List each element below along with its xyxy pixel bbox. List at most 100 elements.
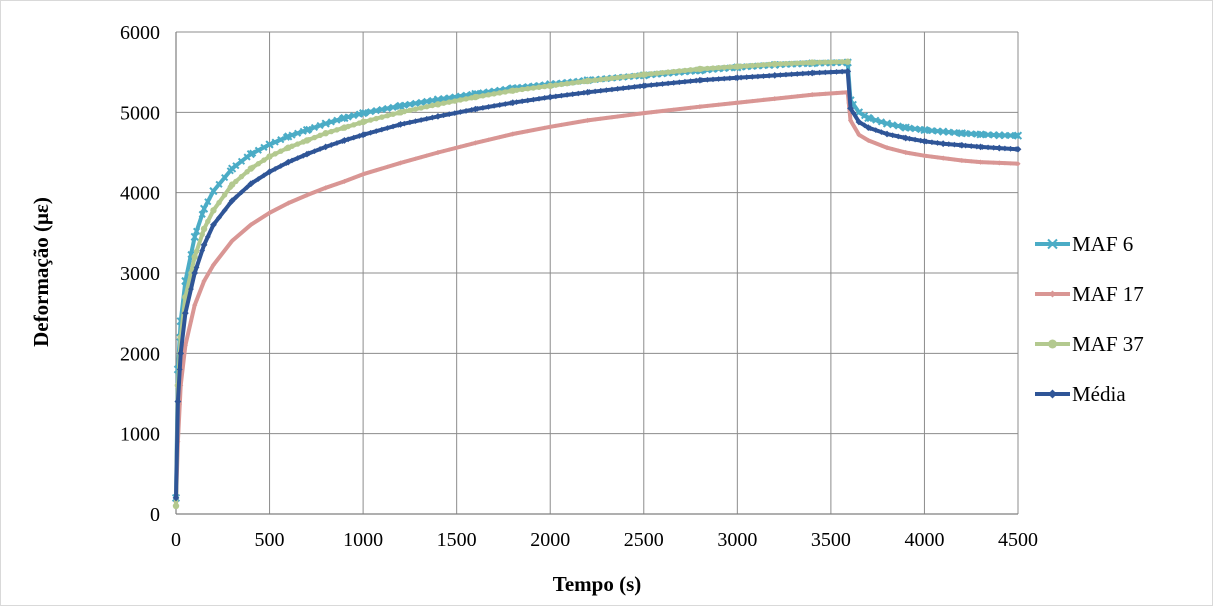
data-point <box>474 94 480 100</box>
data-point <box>682 78 688 85</box>
data-point <box>261 172 267 179</box>
data-point <box>301 194 306 199</box>
data-point <box>300 152 307 159</box>
data-point <box>221 207 228 214</box>
data-point <box>288 131 296 139</box>
data-point <box>990 144 997 151</box>
data-point <box>177 349 185 357</box>
data-point <box>366 108 375 116</box>
data-point <box>356 133 363 139</box>
data-point <box>828 59 834 65</box>
data-point <box>345 177 351 183</box>
data-point <box>1002 160 1008 166</box>
x-tick-label: 3000 <box>717 529 757 551</box>
data-point <box>210 221 217 228</box>
legend-marker <box>1048 339 1057 349</box>
data-point <box>294 141 301 147</box>
legend-item: MAF 6 <box>1035 232 1133 256</box>
data-point <box>559 122 564 128</box>
data-point <box>479 104 486 111</box>
data-point <box>799 70 806 77</box>
data-point <box>968 143 975 149</box>
data-point <box>984 131 992 139</box>
data-point <box>211 262 216 268</box>
data-point <box>805 59 812 66</box>
data-point <box>844 68 851 75</box>
data-point <box>294 155 301 162</box>
legend-item: Média <box>1035 382 1126 406</box>
data-point <box>626 112 632 118</box>
data-point <box>435 113 441 120</box>
data-point <box>677 106 682 112</box>
data-point <box>867 125 874 132</box>
data-point <box>390 111 396 117</box>
data-point <box>491 103 497 109</box>
data-point <box>581 118 587 124</box>
data-point <box>317 132 323 139</box>
data-point <box>261 157 267 163</box>
data-point <box>855 108 863 116</box>
data-point <box>361 109 369 117</box>
data-point <box>974 159 980 165</box>
data-point <box>310 123 319 132</box>
data-point <box>1012 131 1020 140</box>
data-point <box>249 149 257 157</box>
data-point <box>952 157 957 162</box>
data-point <box>906 135 913 142</box>
data-point <box>834 90 839 96</box>
data-point <box>289 143 295 149</box>
data-point <box>190 232 199 241</box>
data-point <box>727 101 733 106</box>
data-point <box>323 185 328 191</box>
x-tick-label: 0 <box>171 529 181 551</box>
data-point <box>811 59 817 66</box>
data-point <box>396 161 401 166</box>
data-point <box>395 102 403 110</box>
data-point <box>244 184 250 191</box>
data-point <box>615 114 620 119</box>
data-point <box>418 105 424 111</box>
data-point <box>267 210 272 215</box>
data-point <box>278 148 284 154</box>
data-point <box>710 65 716 71</box>
data-point <box>457 97 464 103</box>
data-point <box>548 124 553 130</box>
data-point <box>428 96 436 105</box>
data-point <box>271 138 279 146</box>
data-point <box>424 103 430 110</box>
data-point <box>340 179 345 185</box>
data-point <box>649 110 654 115</box>
data-point <box>519 98 526 105</box>
data-point <box>418 154 424 160</box>
data-point <box>839 90 845 95</box>
data-point <box>485 92 492 98</box>
data-point <box>928 127 936 135</box>
data-point <box>625 84 632 91</box>
series-layer <box>171 58 1023 510</box>
data-point <box>378 126 385 133</box>
data-point <box>783 71 789 78</box>
data-point <box>193 248 200 255</box>
data-point <box>979 144 986 150</box>
data-point <box>417 98 425 106</box>
data-point <box>312 189 317 195</box>
data-point <box>345 123 351 130</box>
data-point <box>856 132 862 138</box>
legend-item: MAF 37 <box>1035 332 1144 356</box>
data-point <box>209 187 218 195</box>
data-point <box>378 105 386 114</box>
data-point <box>452 145 458 151</box>
legend-label: MAF 6 <box>1072 232 1133 256</box>
data-point <box>412 118 419 125</box>
data-point <box>771 72 778 79</box>
data-point <box>817 91 822 97</box>
data-point <box>901 149 907 155</box>
data-point <box>221 192 228 198</box>
data-point <box>485 103 492 110</box>
data-point <box>1013 161 1019 166</box>
data-point <box>743 63 750 69</box>
data-point <box>665 108 671 113</box>
data-point <box>592 117 598 122</box>
data-point <box>665 69 671 75</box>
